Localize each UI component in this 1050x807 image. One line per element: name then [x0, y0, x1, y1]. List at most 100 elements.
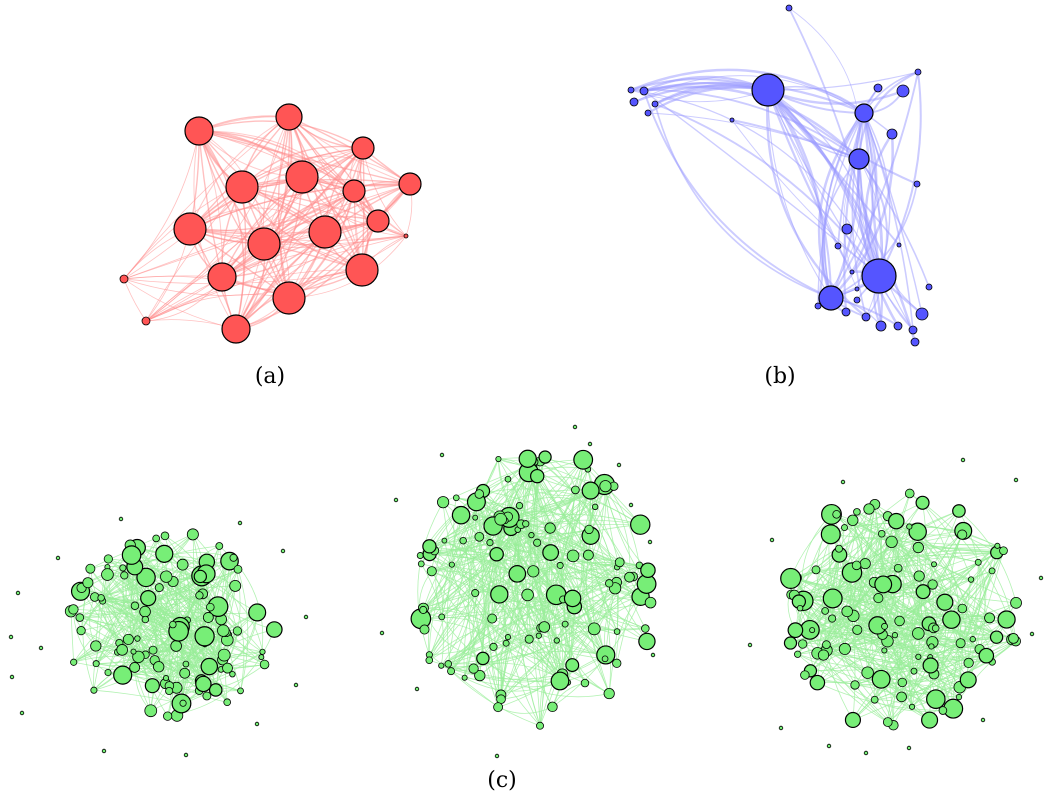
edge [499, 519, 507, 644]
node [518, 449, 537, 468]
edge [532, 571, 606, 660]
node [794, 650, 802, 658]
node [504, 634, 512, 641]
edge [165, 629, 275, 684]
node [472, 514, 479, 521]
edge [917, 531, 974, 640]
node [783, 636, 798, 650]
edge [134, 566, 152, 711]
edge [539, 566, 618, 726]
edge [887, 639, 1013, 654]
edge [856, 112, 874, 290]
edge [537, 635, 553, 708]
node [474, 531, 485, 542]
edge [185, 534, 208, 665]
node [614, 557, 625, 568]
node [822, 588, 843, 609]
node [921, 711, 939, 729]
node [854, 103, 874, 123]
node [259, 659, 270, 670]
node [630, 514, 651, 535]
node [141, 615, 150, 624]
node [873, 83, 883, 93]
node [163, 711, 173, 721]
node [82, 577, 94, 589]
node [182, 660, 190, 668]
node [144, 678, 160, 694]
node [448, 561, 455, 568]
edge [856, 567, 899, 630]
edge [817, 112, 865, 307]
node [9, 674, 15, 680]
node [169, 620, 177, 629]
node [490, 585, 509, 604]
edge [450, 469, 589, 672]
node [308, 215, 342, 249]
node [571, 485, 580, 495]
edge [192, 534, 245, 691]
edge [441, 542, 538, 618]
edge [817, 682, 943, 711]
edge [796, 552, 998, 593]
node [136, 567, 156, 588]
node [425, 656, 434, 665]
edge [517, 519, 641, 531]
edge [858, 158, 930, 288]
node [780, 567, 802, 590]
node [528, 532, 535, 539]
node [535, 632, 542, 639]
node [221, 314, 251, 344]
node [132, 650, 145, 664]
node [988, 567, 996, 575]
node [967, 576, 975, 583]
node [139, 605, 151, 618]
edge [189, 183, 411, 230]
edge [893, 552, 998, 726]
edge [145, 294, 290, 322]
nodes-c3 [747, 457, 1044, 756]
node [426, 566, 437, 577]
edge [429, 458, 529, 655]
node [603, 687, 615, 700]
node [832, 510, 841, 519]
edge [235, 176, 303, 330]
node [121, 545, 142, 565]
edge [874, 662, 969, 701]
edge [867, 591, 924, 674]
edge [865, 550, 1004, 565]
node [179, 699, 187, 707]
network-c2 [379, 424, 657, 759]
caption-c: (c) [487, 768, 517, 793]
node [605, 579, 614, 588]
edge [908, 633, 919, 707]
edge [500, 628, 595, 700]
node [596, 645, 616, 665]
node [119, 274, 129, 284]
edge [788, 7, 861, 160]
node [193, 569, 208, 584]
node [76, 626, 86, 636]
node [285, 160, 319, 194]
node [896, 691, 907, 703]
edge [528, 472, 610, 694]
edge [826, 520, 854, 645]
edge [857, 71, 919, 160]
node [854, 286, 860, 292]
edge [423, 535, 591, 609]
node [248, 603, 267, 622]
edge [122, 575, 146, 655]
node [538, 621, 551, 633]
edge [844, 641, 933, 651]
node [863, 503, 875, 515]
node [237, 520, 243, 526]
node [103, 554, 113, 564]
node [838, 642, 851, 655]
edge [198, 130, 379, 222]
node [798, 639, 808, 649]
node [90, 686, 98, 694]
node [486, 539, 494, 547]
edge [493, 529, 519, 648]
node [366, 209, 390, 233]
edge [420, 555, 561, 682]
